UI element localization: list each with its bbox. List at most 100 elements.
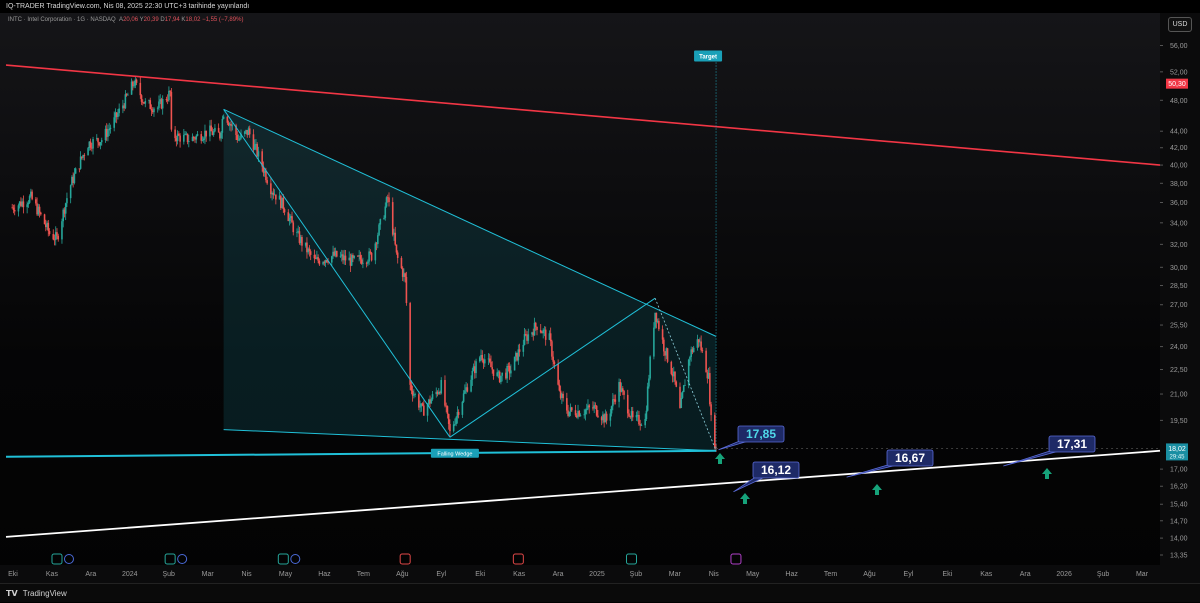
tradingview-logo-icon: 𝗧𝗩 <box>6 589 18 598</box>
candle-body <box>17 205 20 212</box>
candle-body <box>318 260 321 265</box>
candle-body <box>553 361 556 364</box>
x-tick-label: Ağu <box>396 571 409 578</box>
last-price-value: 18,02 <box>1168 446 1186 453</box>
candle-body <box>159 99 161 102</box>
candle-body <box>404 273 406 277</box>
candle-body <box>656 320 659 322</box>
candle-body <box>444 379 446 406</box>
candle-body <box>630 411 633 418</box>
x-tick-label: Mar <box>202 571 215 578</box>
level-callout-4: 17,31 <box>1057 437 1087 451</box>
high-label: Y <box>139 17 144 23</box>
candle-body <box>605 413 608 421</box>
candle-body <box>66 198 68 204</box>
x-tick-label: Eyl <box>904 571 914 578</box>
candle-body <box>498 371 501 383</box>
candle-body <box>648 378 650 387</box>
candle-body <box>663 339 665 352</box>
candle-body <box>165 98 168 101</box>
candle-body <box>278 195 281 200</box>
candle-body <box>343 255 346 261</box>
candle-body <box>339 255 342 257</box>
buy-arrow-icon <box>1042 468 1052 479</box>
x-tick-label: Tem <box>824 571 837 578</box>
candle-body <box>139 82 142 96</box>
y-tick-label: 28,50 <box>1170 283 1188 290</box>
open-label: A <box>119 17 124 23</box>
candle-body <box>210 125 212 132</box>
candle-body <box>275 194 277 200</box>
candle-body <box>287 212 290 222</box>
candle-body <box>515 352 517 357</box>
candle-body <box>464 390 466 394</box>
candle-body <box>140 95 143 102</box>
candle-body <box>474 366 476 374</box>
candle-body <box>388 197 390 203</box>
candle-body <box>492 369 495 376</box>
candle-body <box>211 131 214 135</box>
level-callout-2: 16,12 <box>761 463 791 477</box>
candle-body <box>638 415 640 425</box>
earnings-marker-icon <box>277 553 289 565</box>
x-tick-label: Haz <box>785 571 798 578</box>
candle-body <box>186 133 189 143</box>
low-value: 17,94 <box>164 17 180 23</box>
y-tick-label: 52,00 <box>1170 69 1188 76</box>
candle-body <box>700 341 702 351</box>
candle-body <box>348 257 351 261</box>
candle-body <box>222 116 225 119</box>
x-tick-label: Şub <box>1097 571 1110 578</box>
candle-body <box>584 409 587 415</box>
candle-body <box>296 232 298 233</box>
x-tick-label: Eki <box>8 571 18 578</box>
candle-body <box>710 404 712 416</box>
candle-body <box>487 358 490 360</box>
price-axis-bg <box>1160 13 1200 583</box>
candle-body <box>323 262 326 263</box>
candle-body <box>56 232 58 236</box>
chart-area[interactable]: 56,00 52,00 48,00 44,00 42,00 40,00 38,00 36,00… <box>0 13 1200 583</box>
currency-button[interactable]: USD <box>1168 17 1192 32</box>
candle-body <box>184 133 186 135</box>
candle-body <box>384 206 387 218</box>
candle-body <box>578 411 581 417</box>
y-tick-label: 30,00 <box>1170 265 1188 272</box>
countdown-value: 29:45 <box>1169 454 1185 460</box>
candle-body <box>423 405 425 416</box>
candle-body <box>481 354 484 361</box>
candle-body <box>447 413 450 424</box>
candle-body <box>696 339 699 348</box>
x-tick-label: Şub <box>630 571 643 578</box>
candle-body <box>118 108 120 114</box>
y-tick-label: 27,00 <box>1170 302 1188 309</box>
candle-body <box>231 125 234 127</box>
candle-body <box>552 356 554 362</box>
y-tick-label: 17,00 <box>1170 467 1188 474</box>
price-chart[interactable]: 56,00 52,00 48,00 44,00 42,00 40,00 38,00 36,00… <box>0 13 1200 583</box>
x-tick-label: Eki <box>475 571 485 578</box>
candle-body <box>48 230 51 235</box>
candle-body <box>179 135 181 142</box>
candle-body <box>426 404 429 416</box>
candle-body <box>335 250 338 257</box>
candle-body <box>340 254 343 256</box>
candle-body <box>439 392 441 394</box>
candle-body <box>368 251 370 262</box>
candle-body <box>135 79 138 83</box>
candle-body <box>247 128 250 135</box>
candle-body <box>350 255 353 266</box>
candle-body <box>97 138 99 143</box>
candle-body <box>472 366 475 371</box>
candle-body <box>456 411 459 418</box>
candle-body <box>62 209 65 222</box>
candle-body <box>74 168 77 174</box>
candle-body <box>421 403 424 406</box>
level-callout-box <box>737 425 785 443</box>
candle-body <box>289 216 292 218</box>
candle-body <box>411 390 414 396</box>
candle-body <box>588 405 591 408</box>
candle-body <box>308 248 311 252</box>
candle-body <box>43 214 46 225</box>
candle-body <box>92 139 94 149</box>
